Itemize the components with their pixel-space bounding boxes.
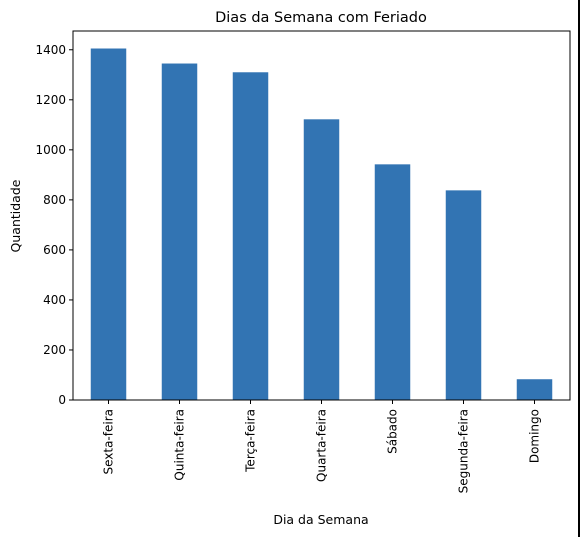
y-tick-label-7: 1400 <box>35 43 66 57</box>
x-tick-label-2: Terça-feira <box>244 409 258 473</box>
x-tick-label-1: Quinta-feira <box>173 409 187 481</box>
y-tick-label-5: 1000 <box>35 143 66 157</box>
x-ticks-group: Sexta-feira Quinta-feira Terça-feira Quarta… <box>102 400 542 493</box>
y-tick-label-0: 0 <box>58 393 66 407</box>
x-tick-label-5: Segunda-feira <box>457 409 471 493</box>
bars-group <box>90 48 553 401</box>
x-tick-label-6: Domingo <box>528 409 542 463</box>
x-tick-label-0: Sexta-feira <box>102 409 116 475</box>
y-tick-label-2: 400 <box>43 293 66 307</box>
y-axis-label: Quantidade <box>8 179 23 252</box>
x-axis-label: Dia da Semana <box>273 512 368 527</box>
bar-0 <box>90 48 127 400</box>
chart-title: Dias da Semana com Feriado <box>215 10 427 26</box>
x-tick-label-3: Quarta-feira <box>315 409 329 482</box>
y-tick-label-6: 1200 <box>35 93 66 107</box>
bar-5 <box>445 190 482 400</box>
plot-frame <box>72 30 571 401</box>
bar-1 <box>161 63 198 400</box>
bar-3 <box>303 119 340 401</box>
x-tick-label-4: Sábado <box>386 409 400 454</box>
window-edge <box>578 0 580 537</box>
y-tick-label-1: 200 <box>43 343 66 357</box>
bar-2 <box>232 72 269 401</box>
y-tick-label-3: 600 <box>43 243 66 257</box>
y-tick-label-4: 800 <box>43 193 66 207</box>
bar-4 <box>374 164 411 400</box>
bar-6 <box>516 379 553 400</box>
y-ticks-group: 0 200 400 600 800 1000 1200 1400 <box>35 43 73 407</box>
